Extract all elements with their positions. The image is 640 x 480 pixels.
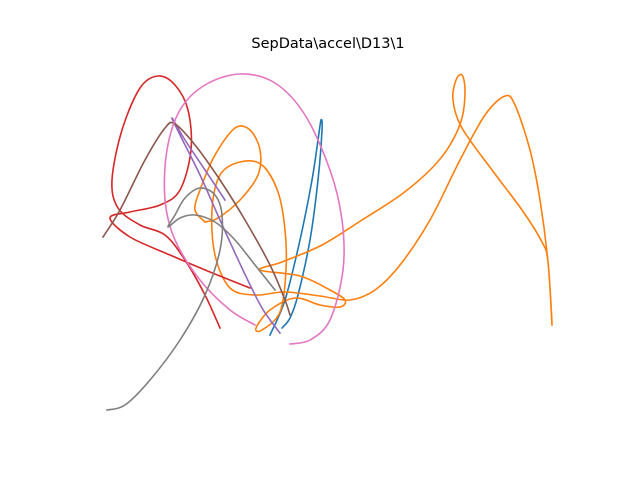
line-series [171,117,282,335]
line-series [163,73,345,345]
line-series [194,125,262,224]
line-series [210,73,553,333]
chart-title: SepData\accel\D13\1 [251,36,404,52]
line-series [101,121,292,317]
line-series [106,187,277,411]
line-series [109,75,252,330]
